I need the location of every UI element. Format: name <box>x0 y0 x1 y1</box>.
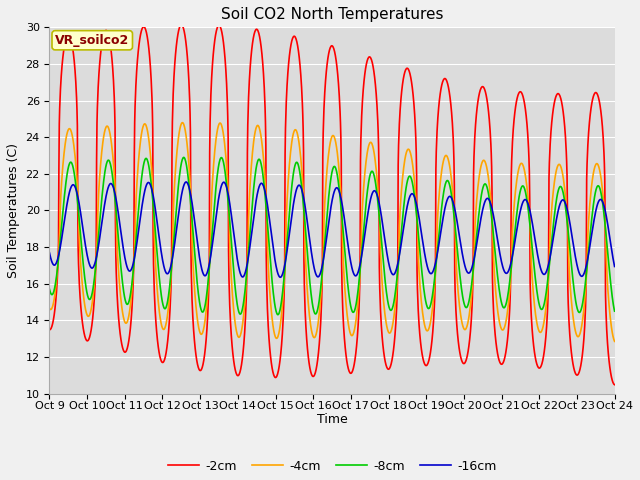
Line: -8cm: -8cm <box>49 157 614 315</box>
Text: VR_soilco2: VR_soilco2 <box>55 34 129 47</box>
-16cm <box>495 242 502 248</box>
-16cm <box>172 237 179 243</box>
-4cm <box>544 285 552 290</box>
-4cm <box>494 310 502 315</box>
X-axis label: Time: Time <box>317 413 348 426</box>
-4cm <box>45 305 53 311</box>
-2cm <box>157 359 165 364</box>
-16cm <box>45 250 53 256</box>
-4cm <box>157 322 165 327</box>
-16cm <box>157 250 165 256</box>
Line: -16cm: -16cm <box>49 182 614 277</box>
-4cm <box>611 338 618 344</box>
-16cm <box>235 264 243 270</box>
-2cm <box>235 372 243 378</box>
-2cm <box>420 360 428 366</box>
-2cm <box>177 22 185 28</box>
-8cm <box>545 274 552 279</box>
-4cm <box>420 320 428 325</box>
-16cm <box>182 179 190 185</box>
-8cm <box>611 308 618 314</box>
-2cm <box>494 353 502 359</box>
-4cm <box>235 335 243 340</box>
-2cm <box>544 300 552 306</box>
-8cm <box>45 286 53 292</box>
-16cm <box>611 264 618 269</box>
-4cm <box>172 172 179 178</box>
-2cm <box>45 327 53 333</box>
Y-axis label: Soil Temperatures (C): Soil Temperatures (C) <box>7 143 20 278</box>
-16cm <box>545 263 552 269</box>
Line: -2cm: -2cm <box>49 25 614 384</box>
Line: -4cm: -4cm <box>49 123 614 341</box>
-8cm <box>180 155 188 160</box>
-4cm <box>179 120 186 126</box>
-8cm <box>157 293 165 299</box>
-8cm <box>495 280 502 286</box>
Legend: -2cm, -4cm, -8cm, -16cm: -2cm, -4cm, -8cm, -16cm <box>163 455 502 478</box>
-16cm <box>276 275 284 280</box>
Title: Soil CO2 North Temperatures: Soil CO2 North Temperatures <box>221 7 444 22</box>
-8cm <box>172 220 179 226</box>
-8cm <box>274 312 282 318</box>
-8cm <box>235 309 243 314</box>
-16cm <box>420 250 428 256</box>
-8cm <box>420 291 428 297</box>
-2cm <box>611 382 618 387</box>
-2cm <box>172 56 179 62</box>
